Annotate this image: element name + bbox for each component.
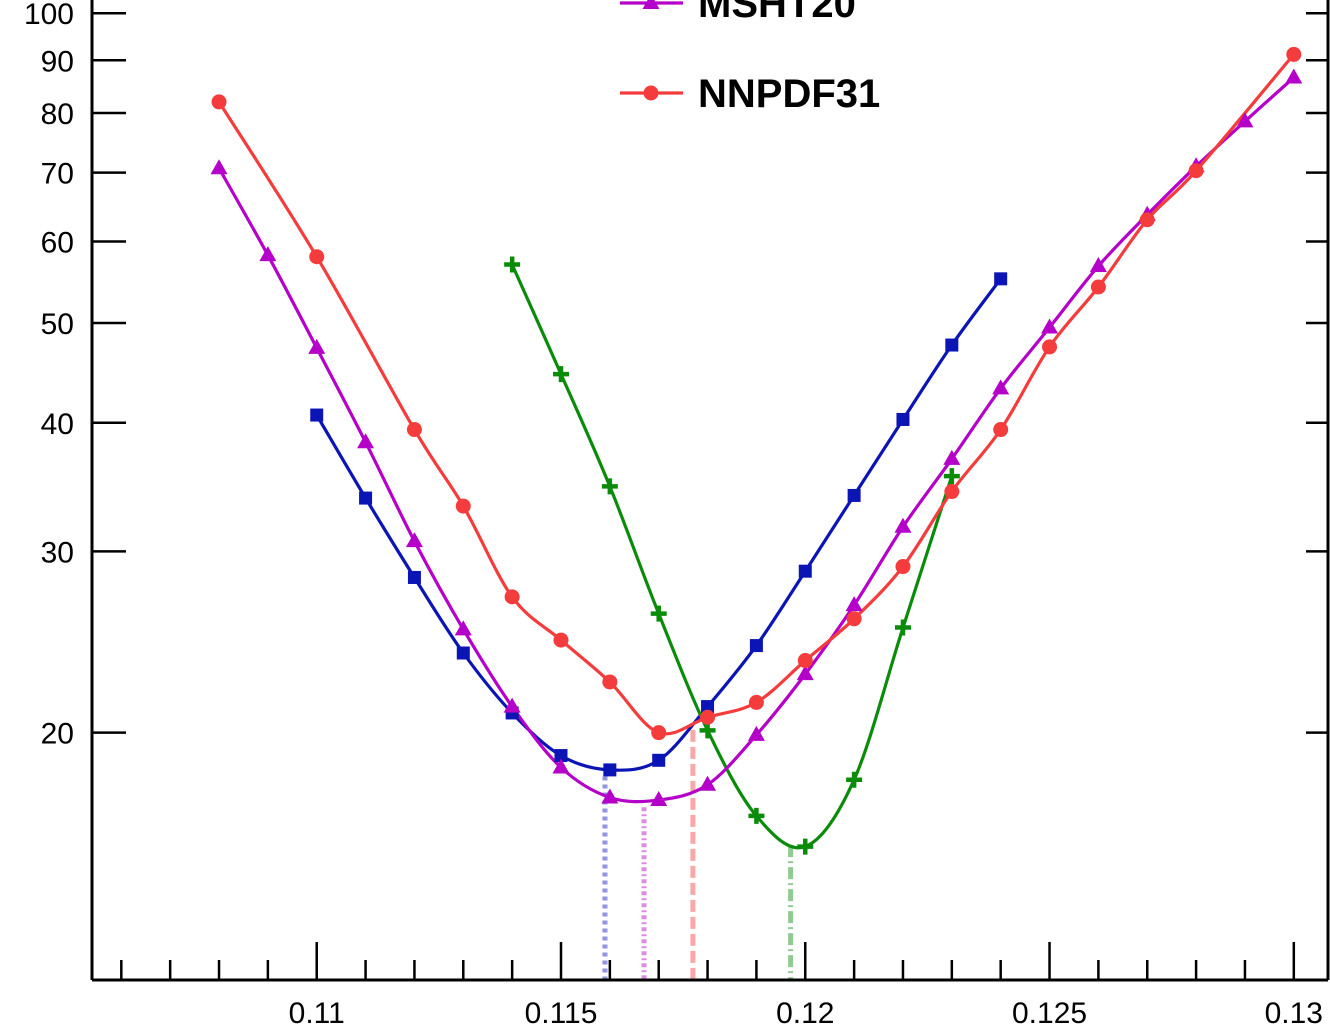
data-point — [357, 433, 375, 449]
data-point — [798, 564, 812, 578]
data-point — [652, 753, 666, 767]
legend: MSHT20 NNPDF31 — [620, 0, 880, 116]
y-tick-label: 100 — [24, 0, 74, 31]
data-point — [1236, 112, 1254, 128]
data-point — [992, 379, 1010, 395]
y-tick-label: 60 — [41, 227, 74, 260]
data-point — [308, 338, 326, 354]
data-point — [700, 709, 716, 725]
data-point — [405, 532, 423, 548]
data-point — [699, 775, 717, 791]
data-point — [943, 468, 960, 485]
data-point — [1090, 279, 1106, 295]
x-tick-label: 0.115 — [525, 997, 598, 1028]
data-point — [552, 758, 570, 774]
data-point — [846, 611, 862, 627]
data-point — [797, 838, 814, 855]
data-point — [602, 674, 618, 690]
series-line — [217, 76, 1295, 804]
min-markers-layer — [602, 729, 794, 980]
series-line — [315, 277, 1002, 772]
data-point — [601, 478, 618, 495]
legend-marker — [643, 85, 659, 101]
data-point — [603, 763, 617, 777]
y-tick-label: 90 — [41, 45, 74, 78]
data-point — [1139, 212, 1155, 228]
data-point — [1042, 339, 1058, 355]
data-point — [310, 408, 324, 422]
data-point — [847, 488, 861, 502]
axes: 0.11 0.115 0.12 0.125 0.13 20 30 40 50 60 70 80 90 10… — [24, 0, 1330, 1028]
data-point — [894, 517, 912, 533]
data-point — [651, 725, 667, 741]
data-point — [945, 338, 959, 352]
legend-label: MSHT20 — [698, 0, 856, 26]
data-point — [454, 620, 472, 636]
x-tick-label: 0.11 — [289, 997, 345, 1028]
data-point — [553, 632, 569, 648]
y-tick-label: 50 — [41, 308, 74, 341]
data-point — [1285, 68, 1303, 84]
x-tick-label: 0.125 — [1012, 997, 1087, 1028]
data-point — [747, 725, 765, 741]
data-point — [797, 653, 813, 669]
data-point — [554, 749, 568, 763]
data-point — [944, 484, 960, 500]
data-point — [503, 697, 521, 713]
data-point — [1089, 257, 1107, 273]
data-point — [456, 646, 470, 660]
data-point — [601, 788, 619, 804]
data-point — [1286, 46, 1302, 62]
data-point — [309, 249, 325, 265]
data-point — [406, 422, 422, 438]
data-point — [1188, 163, 1204, 179]
data-point — [846, 771, 863, 788]
data-point — [504, 589, 520, 605]
data-point — [504, 256, 521, 273]
data-point — [407, 570, 421, 584]
data-point — [455, 498, 471, 514]
data-point — [748, 694, 764, 710]
data-point — [650, 605, 667, 622]
x-tick-label: 0.13 — [1265, 997, 1323, 1028]
data-point — [894, 619, 911, 636]
data-point — [552, 366, 569, 383]
data-point — [845, 596, 863, 612]
y-tick-label: 80 — [41, 98, 74, 131]
y-tick-label: 40 — [41, 408, 74, 441]
data-point — [796, 665, 814, 681]
data-point — [210, 159, 228, 175]
data-point — [701, 700, 715, 714]
data-point — [259, 246, 277, 262]
y-tick-label: 20 — [41, 718, 74, 751]
legend-label: NNPDF31 — [698, 72, 880, 116]
y-tick-label: 30 — [41, 536, 74, 569]
data-point — [994, 272, 1008, 286]
data-points-layer — [210, 46, 1303, 855]
data-point — [943, 449, 961, 465]
data-point — [895, 559, 911, 575]
series-line — [217, 53, 1296, 736]
data-point — [650, 791, 668, 807]
data-point — [699, 722, 716, 739]
data-point — [993, 422, 1009, 438]
legend-marker — [642, 0, 660, 9]
data-point — [748, 807, 765, 824]
data-point — [359, 491, 373, 505]
data-point — [1041, 318, 1059, 334]
data-point — [749, 639, 763, 653]
x-tick-label: 0.12 — [776, 997, 834, 1028]
data-point — [211, 94, 227, 110]
data-point — [896, 412, 910, 426]
y-tick-label: 70 — [41, 158, 74, 191]
